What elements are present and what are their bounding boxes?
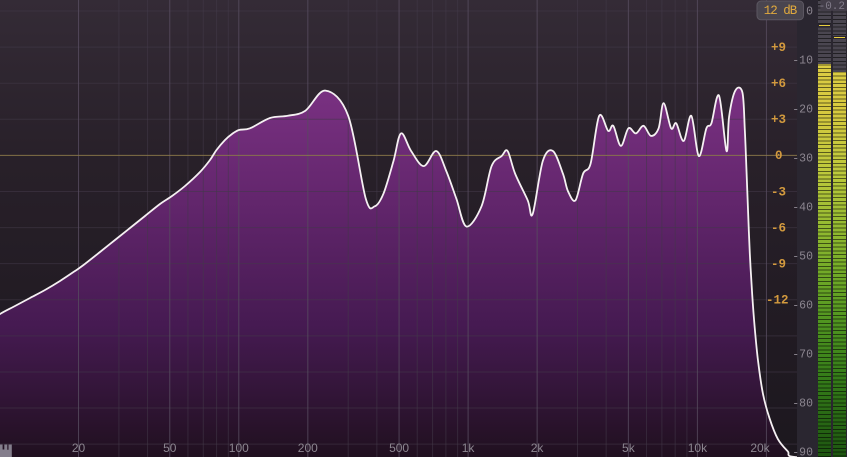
svg-text:20k: 20k — [750, 441, 770, 455]
svg-text:500: 500 — [389, 441, 409, 455]
svg-text:1k: 1k — [462, 441, 476, 455]
svg-text:10k: 10k — [688, 441, 708, 455]
svg-text:+9: +9 — [771, 41, 786, 55]
svg-text:-3: -3 — [771, 186, 786, 200]
svg-text:2k: 2k — [531, 441, 545, 455]
svg-text:200: 200 — [298, 441, 318, 455]
svg-text:5k: 5k — [622, 441, 636, 455]
svg-text:-6: -6 — [771, 222, 786, 236]
svg-text:+3: +3 — [771, 113, 786, 127]
svg-text:-12: -12 — [766, 294, 789, 308]
svg-text:0: 0 — [775, 149, 783, 163]
svg-text:20: 20 — [72, 441, 86, 455]
svg-text:100: 100 — [229, 441, 249, 455]
svg-text:50: 50 — [163, 441, 177, 455]
svg-text:+6: +6 — [771, 77, 786, 91]
svg-text:-9: -9 — [771, 258, 786, 272]
